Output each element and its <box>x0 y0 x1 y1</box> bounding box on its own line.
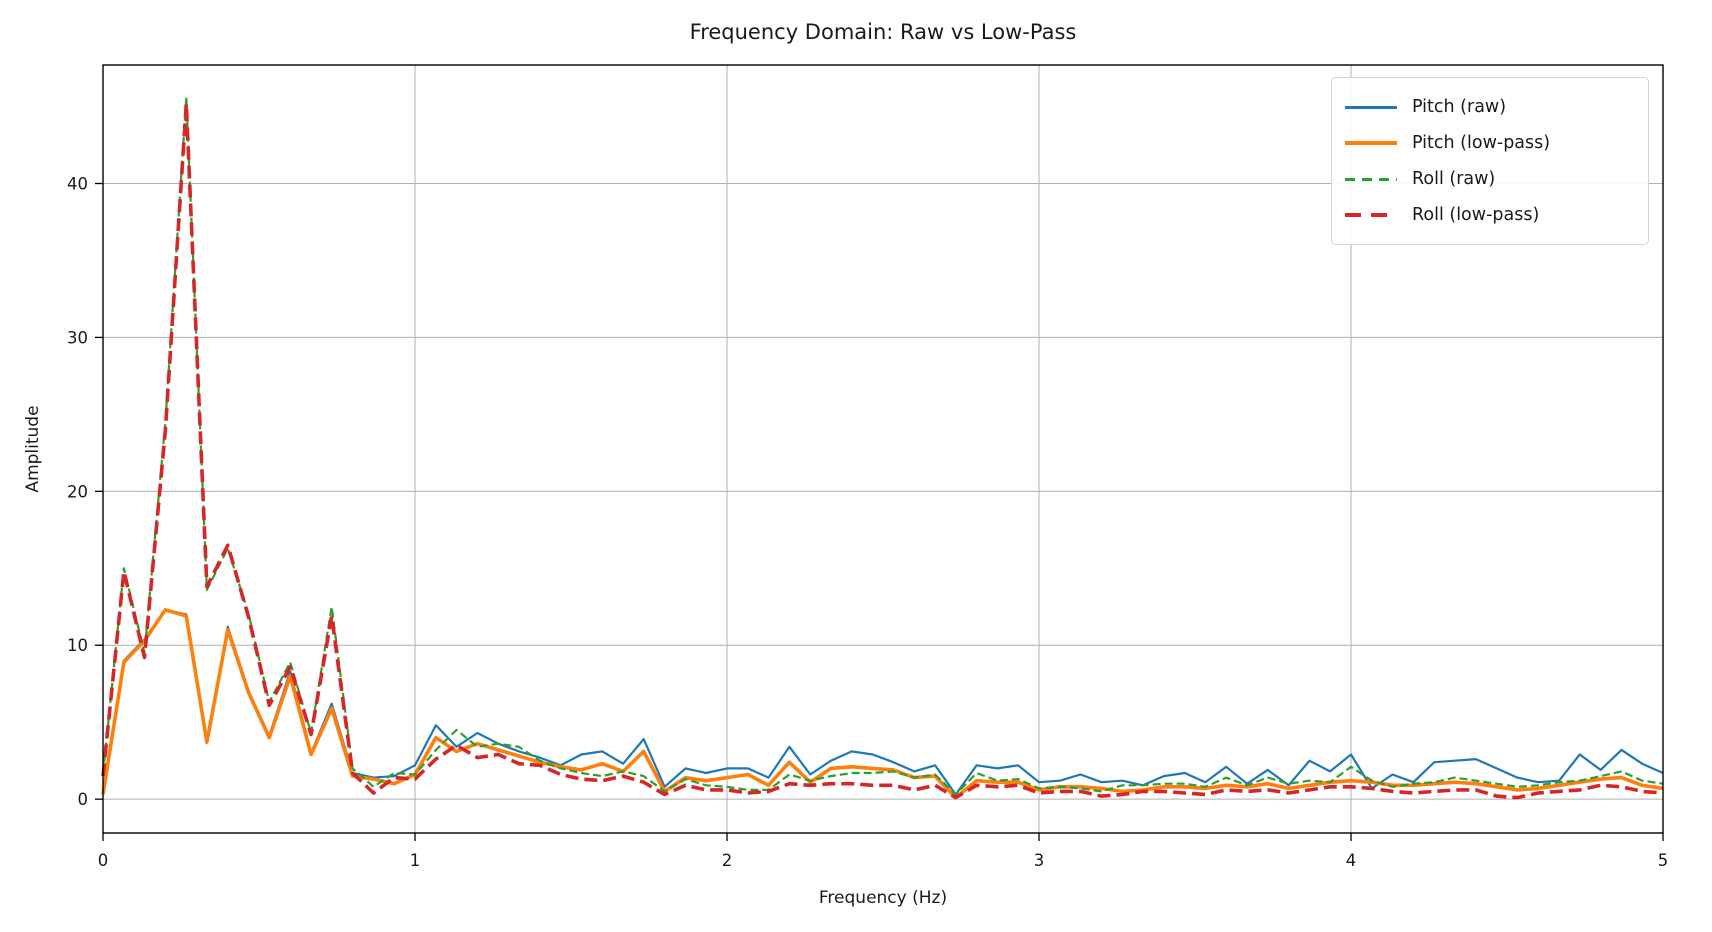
legend-item-roll-lowpass: Roll (low-pass) <box>1345 197 1632 233</box>
series-line-roll-low-pass <box>101 101 1664 800</box>
roll-raw-line-sample <box>1345 177 1397 181</box>
y-tick-label: 0 <box>78 790 89 809</box>
x-tick-label: 0 <box>98 851 109 870</box>
chart-title: Frequency Domain: Raw vs Low-Pass <box>689 20 1077 44</box>
y-tick-label: 30 <box>67 328 88 347</box>
series-line-roll-raw <box>101 96 1664 796</box>
legend-item-pitch-lowpass: Pitch (low-pass) <box>1345 125 1632 161</box>
axes-spines <box>102 64 1664 834</box>
y-tick-label: 20 <box>67 482 88 501</box>
y-axis-label: Amplitude <box>23 405 43 493</box>
x-tick-label: 3 <box>1034 851 1045 870</box>
legend: Pitch (raw) Pitch (low-pass) Roll (raw) … <box>1331 77 1649 245</box>
x-tick-label: 4 <box>1346 851 1357 870</box>
legend-label: Pitch (raw) <box>1412 97 1507 117</box>
legend-label: Roll (low-pass) <box>1412 205 1540 225</box>
pitch-raw-line-sample <box>1345 105 1397 109</box>
legend-item-roll-raw: Roll (raw) <box>1345 161 1632 197</box>
y-tick-label: 40 <box>67 175 88 194</box>
x-tick-label: 5 <box>1658 851 1669 870</box>
x-axis-label: Frequency (Hz) <box>818 888 948 908</box>
pitch-lowpass-line-sample <box>1345 141 1397 145</box>
legend-label: Pitch (low-pass) <box>1412 133 1551 153</box>
legend-label: Roll (raw) <box>1412 169 1496 189</box>
series-line-pitch-raw <box>101 608 1664 796</box>
x-tick-label: 1 <box>410 851 421 870</box>
y-tick-label: 10 <box>67 636 88 655</box>
legend-item-pitch-raw: Pitch (raw) <box>1345 89 1632 125</box>
roll-lowpass-line-sample <box>1345 213 1397 217</box>
x-tick-label: 2 <box>722 851 733 870</box>
